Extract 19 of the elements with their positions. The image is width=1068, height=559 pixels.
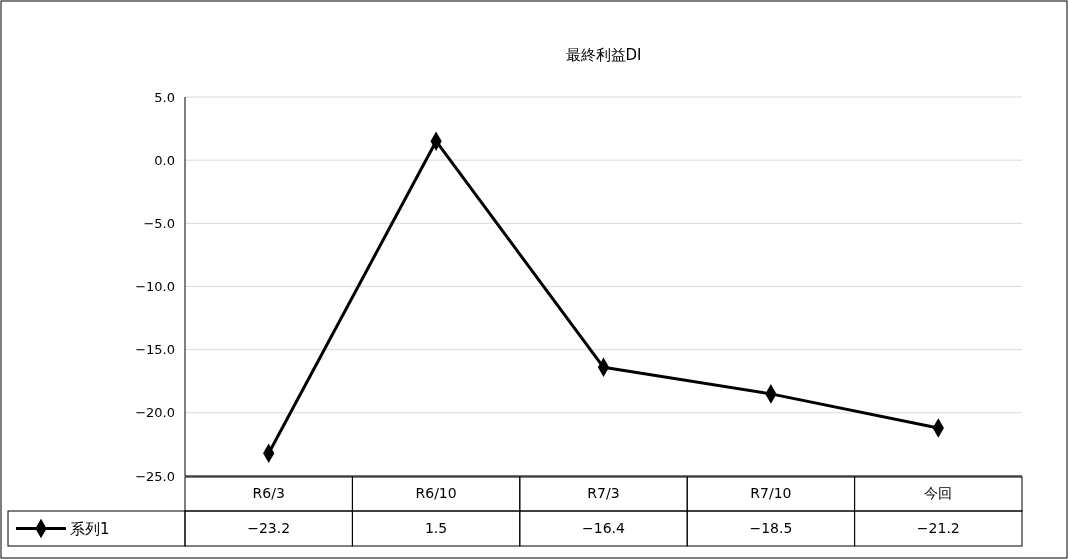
y-tick-label: −5.0 [143,215,175,231]
y-tick-label: 5.0 [154,89,175,105]
legend-label: 系列1 [70,519,110,538]
x-tick-label: R6/3 [252,485,285,502]
data-label: 1.5 [424,520,448,537]
y-tick-label: −10.0 [135,279,175,295]
data-label: −16.4 [582,520,626,537]
x-tick-label: R7/10 [750,485,792,502]
chart-title: 最終利益DI [565,46,642,64]
data-label: −18.5 [749,520,793,537]
y-tick-label: −25.0 [135,468,175,484]
y-tick-label: −15.0 [135,342,175,358]
x-tick-label: R6/10 [415,485,457,502]
data-label: −21.2 [916,520,960,537]
x-tick-label: R7/3 [587,485,620,502]
data-label: −23.2 [247,520,291,537]
x-tick-label: 今回 [924,485,953,502]
y-tick-label: 0.0 [154,152,175,168]
y-tick-label: −20.0 [135,405,175,421]
